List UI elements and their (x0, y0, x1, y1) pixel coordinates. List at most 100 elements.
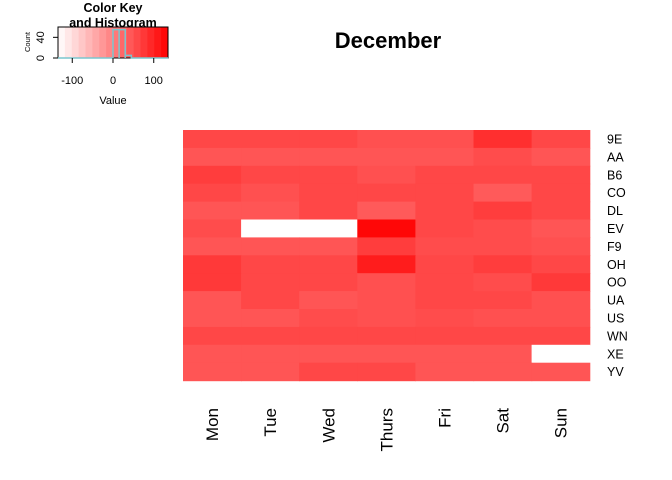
heatmap-cell (299, 344, 358, 364)
color-key-swatch (154, 27, 162, 58)
heatmap-cell (415, 291, 475, 310)
heatmap-cell (473, 201, 533, 221)
heatmap-cell (357, 147, 416, 167)
row-label: B6 (607, 168, 622, 182)
heatmap-cell (241, 219, 300, 238)
heatmap-cell (241, 130, 300, 149)
heatmap-cell (183, 326, 242, 346)
heatmap-cell (473, 326, 533, 346)
row-label: UA (607, 294, 625, 308)
color-key-x-tick-label: 0 (110, 75, 116, 87)
heatmap-cell (299, 362, 358, 382)
row-label: DL (607, 204, 623, 218)
heatmap-cell (241, 309, 300, 328)
heatmap-cell (357, 237, 416, 256)
row-label: OO (607, 276, 627, 290)
heatmap-cell (357, 183, 416, 203)
heatmap-cell (473, 291, 533, 310)
heatmap-cell (241, 344, 300, 364)
heatmap-cell (357, 165, 416, 185)
heatmap-cell (473, 344, 533, 364)
color-key-xlabel: Value (99, 95, 126, 107)
color-key-swatch (119, 27, 128, 58)
row-label: F9 (607, 240, 622, 254)
heatmap-cell (357, 273, 416, 292)
heatmap-cell (299, 219, 358, 238)
heatmap-cell (241, 237, 300, 256)
heatmap-cell (299, 183, 358, 203)
heatmap-cell (241, 362, 300, 382)
heatmap-cell (473, 255, 533, 274)
heatmap-cell (531, 291, 591, 310)
color-key-y-tick-label: 0 (35, 55, 47, 61)
heatmap-cell (241, 183, 300, 203)
heatmap-cell (415, 344, 475, 364)
heatmap-grid (183, 130, 591, 382)
color-key-swatch (140, 27, 148, 58)
heatmap-cell (531, 201, 591, 221)
heatmap-cell (531, 147, 591, 167)
heatmap-cell (357, 344, 416, 364)
heatmap-cell (183, 183, 242, 203)
heatmap-cell (415, 326, 475, 346)
row-label: AA (607, 150, 624, 164)
heatmap-cell (473, 219, 533, 238)
column-label: Tue (261, 408, 280, 437)
color-key-swatch (161, 27, 169, 58)
column-label: Sat (494, 408, 513, 434)
heatmap-cell (473, 309, 533, 328)
color-key-swatch (147, 27, 155, 58)
heatmap-cell (415, 201, 475, 221)
color-key-swatch (64, 27, 73, 58)
row-label: US (607, 311, 624, 325)
heatmap-row-labels: 9E AA B6 CO DL EV F9 OH OO UA US WN XE YV (607, 132, 628, 379)
heatmap-cell (415, 130, 475, 149)
color-key-gradient (58, 27, 169, 58)
column-label: Sun (552, 408, 571, 438)
heatmap-cell (183, 255, 242, 274)
heatmap-cell (183, 291, 242, 310)
heatmap-cell (531, 165, 591, 185)
heatmap-cell (183, 130, 242, 149)
heatmap-cell (473, 362, 533, 382)
heatmap-cell (473, 147, 533, 167)
heatmap-column-labels: Mon Tue Wed Thurs Fri Sat Sun (203, 408, 571, 452)
chart-title: December (335, 28, 442, 53)
heatmap-cell (183, 147, 242, 167)
heatmap-cell (299, 130, 358, 149)
color-key-histogram (58, 28, 168, 59)
heatmap-cell (531, 326, 591, 346)
heatmap-cell (299, 273, 358, 292)
heatmap-cell (531, 309, 591, 328)
heatmap-cell (531, 255, 591, 274)
heatmap-cell (299, 237, 358, 256)
heatmap-cell (531, 237, 591, 256)
heatmap-cell (473, 237, 533, 256)
column-label: Mon (203, 408, 222, 441)
heatmap-cell (183, 237, 242, 256)
heatmap-cell (415, 147, 475, 167)
color-key-swatch (99, 27, 107, 58)
color-key-y-tick-label: 40 (35, 31, 47, 43)
heatmap-cell (357, 255, 416, 274)
heatmap-cell (241, 165, 300, 185)
color-key-swatch (133, 27, 142, 58)
color-key-swatch (85, 27, 93, 58)
heatmap-cell (531, 183, 591, 203)
heatmap-cell (183, 201, 242, 221)
heatmap-cell (357, 130, 416, 149)
heatmap-cell (531, 344, 591, 364)
heatmap-cell (473, 273, 533, 292)
color-key-swatch (78, 27, 87, 58)
color-key-swatch (58, 27, 66, 58)
heatmap-cell (415, 219, 475, 238)
row-label: CO (607, 186, 626, 200)
heatmap-cell (241, 291, 300, 310)
heatmap-cell (183, 344, 242, 364)
heatmap-cell (473, 130, 533, 149)
heatmap-cell (357, 219, 416, 238)
heatmap-cell (357, 309, 416, 328)
heatmap-cell (415, 309, 475, 328)
row-label: WN (607, 329, 628, 343)
color-key-swatch (92, 27, 100, 58)
